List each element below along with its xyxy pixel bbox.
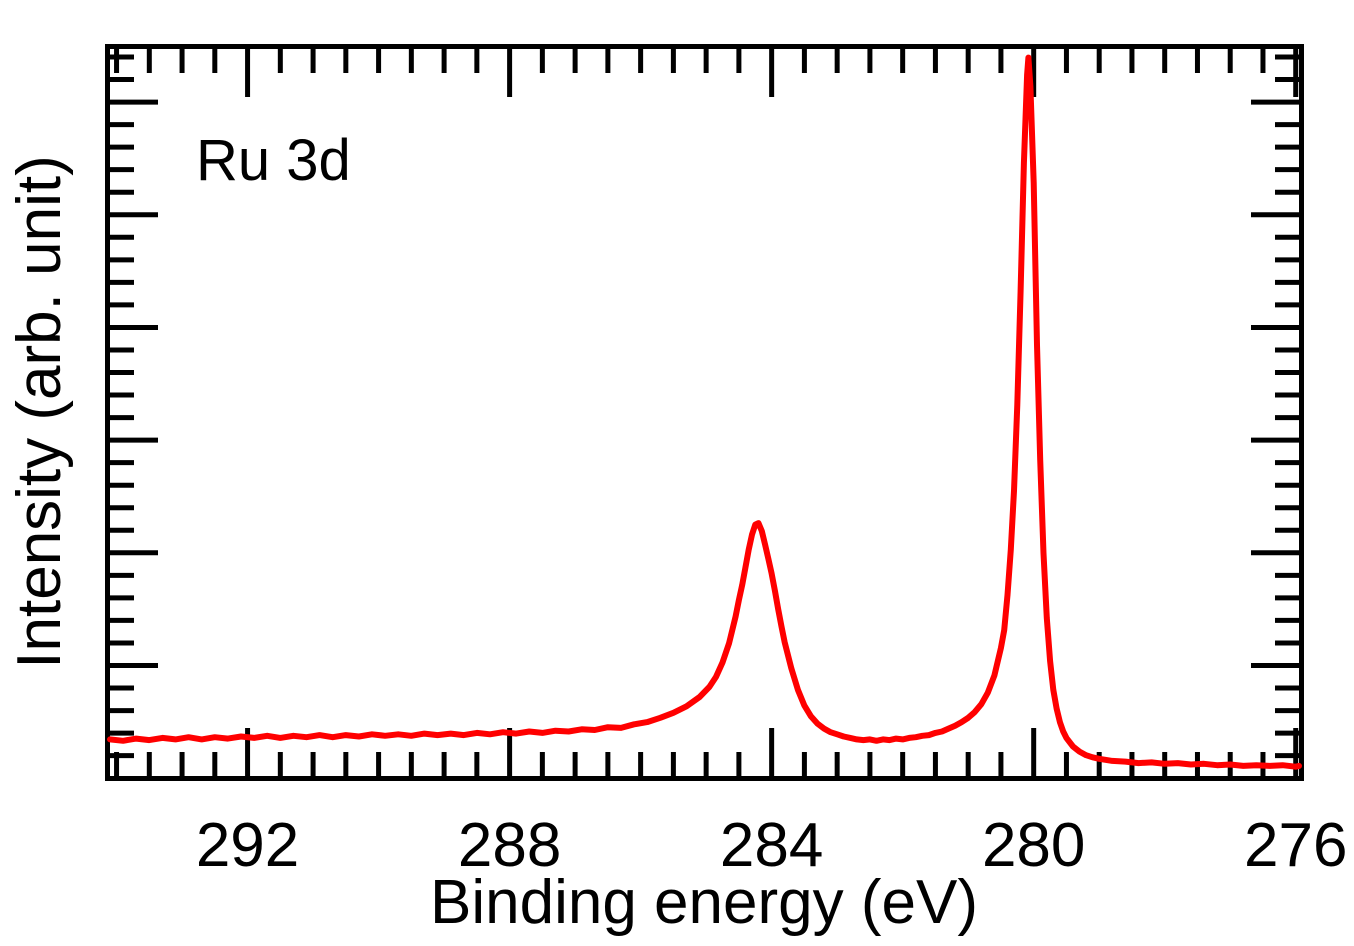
x-tick-label: 284	[720, 811, 823, 880]
spectrum-curve	[107, 54, 1302, 770]
x-tick-label: 288	[458, 811, 561, 880]
x-tick-label: 276	[1244, 811, 1347, 880]
y-axis-title: Intensity (arb. unit)	[5, 155, 74, 669]
x-axis-title: Binding energy (eV)	[430, 868, 978, 937]
x-tick-label: 292	[196, 811, 299, 880]
spectrum-annotation: Ru 3d	[196, 128, 351, 193]
x-tick-label: 280	[982, 811, 1085, 880]
plot-frame	[105, 44, 1304, 781]
